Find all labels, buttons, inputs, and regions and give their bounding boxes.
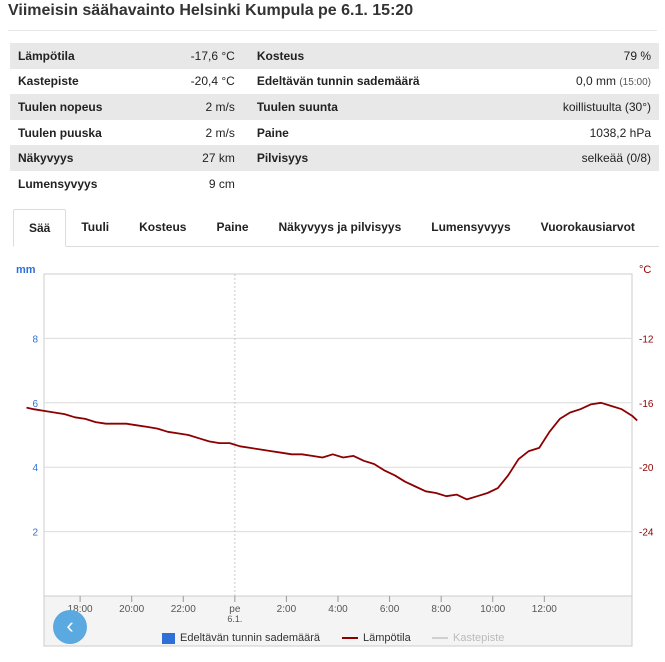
obs-label: Paine bbox=[256, 125, 289, 140]
left-tick-label: 4 bbox=[32, 463, 38, 474]
legend-swatch bbox=[432, 637, 448, 639]
chart-tabs: Sää Tuuli Kosteus Paine Näkyvyys ja pilv… bbox=[13, 209, 659, 247]
obs-label: Edeltävän tunnin sademäärä bbox=[256, 74, 420, 89]
right-tick-label: -24 bbox=[639, 528, 654, 539]
table-row: Kastepiste -20,4 °C Edeltävän tunnin sad… bbox=[10, 69, 659, 95]
tab-saa[interactable]: Sää bbox=[13, 209, 67, 247]
legend-swatch bbox=[162, 632, 175, 644]
right-tick-label: -12 bbox=[639, 334, 654, 345]
obs-value: 9 cm bbox=[208, 176, 235, 191]
obs-value: -20,4 °C bbox=[190, 74, 235, 89]
x-tick-label: 8:00 bbox=[431, 604, 451, 615]
legend-item-dewpoint[interactable]: Kastepiste bbox=[432, 632, 504, 644]
x-tick-label: 22:00 bbox=[171, 604, 196, 615]
obs-label: Kosteus bbox=[248, 43, 508, 69]
tab-nakyvyys-pilvisyys[interactable]: Näkyvyys ja pilvisyys bbox=[278, 220, 402, 234]
obs-value: koillistuulta (30°) bbox=[507, 94, 659, 120]
obs-value: selkeää (0/8) bbox=[507, 145, 659, 171]
table-row: Lumensyvyys 9 cm bbox=[10, 171, 659, 197]
left-tick-label: 2 bbox=[32, 528, 38, 539]
obs-label: Kastepiste bbox=[18, 74, 79, 89]
right-tick-label: -16 bbox=[639, 399, 654, 410]
table-row: Tuulen nopeus 2 m/s Tuulen suunta koilli… bbox=[10, 94, 659, 120]
x-tick-label: 20:00 bbox=[119, 604, 144, 615]
x-tick-label: 12:00 bbox=[532, 604, 557, 615]
obs-value: 27 km bbox=[155, 145, 243, 171]
tab-vuorokausiarvot[interactable]: Vuorokausiarvot bbox=[540, 220, 635, 234]
chevron-left-icon[interactable]: ‹ bbox=[53, 610, 87, 644]
time-axis-band bbox=[43, 595, 633, 647]
legend-label: Kastepiste bbox=[453, 632, 505, 644]
obs-value: 0,0 mm (15:00) bbox=[575, 74, 651, 89]
x-tick-label: pe bbox=[229, 604, 241, 615]
obs-value: 2 m/s bbox=[155, 94, 243, 120]
table-row: Lämpötila -17,6 °C Kosteus 79 % bbox=[10, 43, 659, 69]
right-tick-label: -20 bbox=[639, 463, 654, 474]
title-divider bbox=[8, 30, 657, 31]
legend-label: Edeltävän tunnin sademäärä bbox=[180, 632, 321, 644]
obs-label: Tuulen nopeus bbox=[10, 94, 156, 120]
obs-label: Lumensyvyys bbox=[18, 176, 98, 191]
obs-label: Tuulen suunta bbox=[248, 94, 508, 120]
tab-tuuli[interactable]: Tuuli bbox=[81, 220, 110, 234]
tab-paine[interactable]: Paine bbox=[216, 220, 249, 234]
x-tick-label: 10:00 bbox=[480, 604, 505, 615]
obs-value: -17,6 °C bbox=[155, 43, 243, 69]
left-tick-label: 6 bbox=[32, 399, 38, 410]
left-axis-title: mm bbox=[16, 264, 36, 276]
obs-label bbox=[249, 171, 508, 197]
plot-area bbox=[43, 273, 633, 597]
page-title: Viimeisin säähavainto Helsinki Kumpula p… bbox=[8, 2, 414, 19]
x-tick-label: 4:00 bbox=[328, 604, 348, 615]
table-row: Tuulen puuska 2 m/s Paine 1038,2 hPa bbox=[10, 120, 659, 146]
legend-item-temperature[interactable]: Lämpötila bbox=[342, 632, 411, 644]
x-tick-sublabel: 6.1. bbox=[227, 614, 242, 624]
obs-label: Tuulen puuska bbox=[18, 125, 102, 140]
x-tick-label: 18:00 bbox=[68, 604, 93, 615]
obs-label: Pilvisyys bbox=[248, 145, 508, 171]
tab-lumensyvyys[interactable]: Lumensyvyys bbox=[431, 220, 511, 234]
temperature-line bbox=[26, 401, 638, 501]
obs-value bbox=[508, 171, 659, 197]
legend-label: Lämpötila bbox=[363, 632, 411, 644]
tab-kosteus[interactable]: Kosteus bbox=[139, 220, 187, 234]
obs-value: 1038,2 hPa bbox=[589, 125, 651, 140]
legend-swatch bbox=[342, 637, 358, 639]
right-axis-title: °C bbox=[639, 264, 651, 276]
obs-label: Lämpötila bbox=[10, 43, 156, 69]
obs-value: 79 % bbox=[507, 43, 659, 69]
legend-item-precipitation[interactable]: Edeltävän tunnin sademäärä bbox=[162, 632, 320, 644]
obs-label: Näkyvyys bbox=[10, 145, 156, 171]
observation-table: Lämpötila -17,6 °C Kosteus 79 % Kastepis… bbox=[10, 43, 659, 197]
x-tick-label: 6:00 bbox=[380, 604, 400, 615]
obs-value: 2 m/s bbox=[205, 125, 235, 140]
left-tick-label: 8 bbox=[32, 334, 38, 345]
table-row: Näkyvyys 27 km Pilvisyys selkeää (0/8) bbox=[10, 145, 659, 171]
weather-chart: 2 4 6 8 -24 -20 -16 -12 mm °C 18:00 20:00 22:00 pe6.1… bbox=[16, 264, 654, 647]
x-tick-label: 2:00 bbox=[277, 604, 297, 615]
